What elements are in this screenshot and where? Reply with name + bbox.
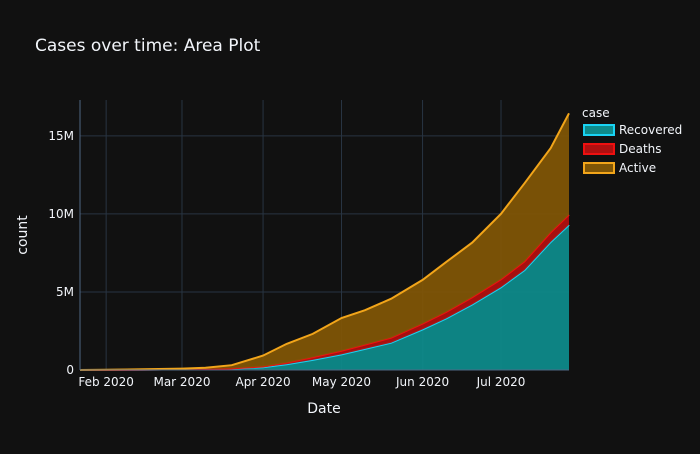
y-tick-label: 5M (56, 285, 74, 299)
legend: case Recovered Deaths Active (582, 106, 682, 175)
chart-title: Cases over time: Area Plot (35, 36, 261, 56)
legend-swatch-deaths (583, 143, 615, 155)
legend-title: case (582, 106, 610, 120)
area-recovered (80, 224, 569, 370)
x-axis-title: Date (307, 401, 340, 417)
y-tick-label: 0 (66, 363, 74, 377)
area-active (80, 113, 569, 371)
x-tick-label: Mar 2020 (153, 375, 210, 389)
y-tick-label: 10M (48, 207, 74, 221)
x-tick-label: Apr 2020 (235, 375, 290, 389)
legend-label-deaths: Deaths (619, 142, 662, 156)
legend-swatch-recovered (583, 124, 615, 136)
y-tick-label: 15M (48, 129, 74, 143)
legend-swatch-active (583, 162, 615, 174)
line-active (79, 112, 570, 371)
legend-label-recovered: Recovered (619, 123, 682, 137)
x-tick-label: Jun 2020 (395, 375, 449, 389)
x-tick-label: Jul 2020 (476, 375, 526, 389)
legend-label-active: Active (619, 161, 656, 175)
x-tick-label: May 2020 (312, 375, 371, 389)
x-tick-label: Feb 2020 (78, 375, 134, 389)
y-axis-title: count (15, 215, 31, 255)
